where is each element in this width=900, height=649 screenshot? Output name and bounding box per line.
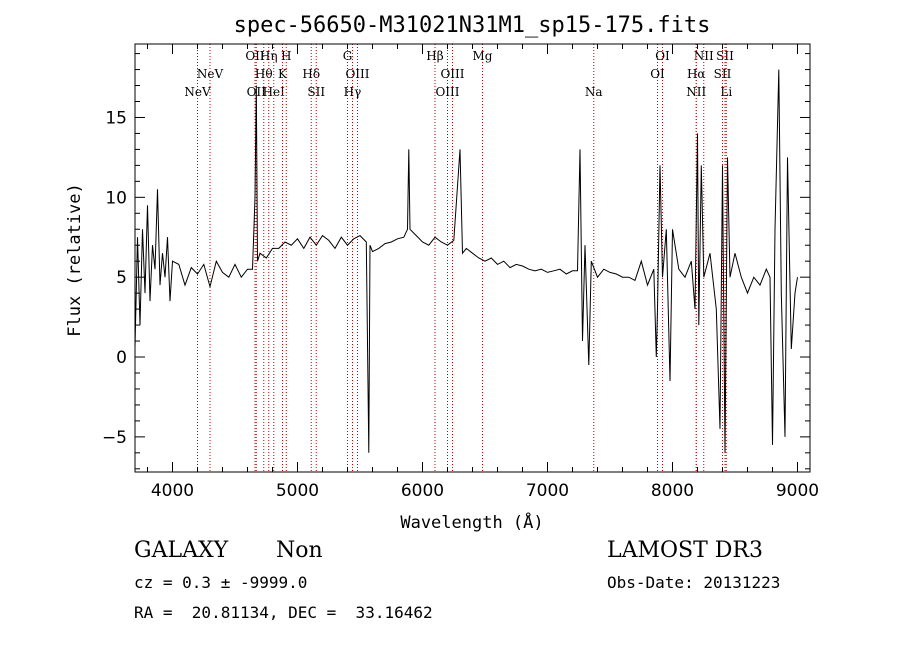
- object-class: GALAXY: [134, 538, 229, 563]
- y-tick-label-2: 5: [116, 268, 127, 288]
- y-tick-label-1: 0: [116, 348, 127, 368]
- x-tick-label-0: 4000: [151, 481, 194, 501]
- obs-date: Obs-Date: 20131223: [607, 573, 781, 592]
- marker-label-1: NeV: [197, 67, 224, 81]
- coordinates-text: RA = 20.81134, DEC = 33.16462: [134, 603, 433, 622]
- redshift-text: cz = 0.3 ± -9999.0: [134, 573, 308, 592]
- marker-label-4: Hη: [260, 49, 278, 63]
- marker-label-21: NII: [694, 49, 714, 63]
- marker-label-20: OI: [650, 67, 665, 81]
- spectrum-series: [134, 69, 798, 453]
- marker-label-15: OIII: [440, 67, 464, 81]
- marker-label-9: Hδ: [302, 67, 320, 81]
- spectrum-line: [134, 69, 798, 453]
- axis-ticks: 4000 5000 6000 7000 8000 9000 −5 0 5 10 15: [102, 44, 819, 501]
- marker-label-6: HeI: [263, 85, 286, 99]
- marker-label-23: NII: [686, 85, 706, 99]
- chart-title: spec-56650-M31021N31M1_sp15-175.fits: [234, 13, 711, 38]
- marker-label-19: OI: [655, 49, 670, 63]
- marker-label-16: OIII: [435, 85, 459, 99]
- marker-label-2: OII: [245, 49, 265, 63]
- marker-label-14: Hβ: [426, 49, 443, 63]
- marker-label-25: SII: [714, 67, 732, 81]
- marker-label-10: SII: [307, 85, 325, 99]
- y-axis-label: Flux (relative): [65, 183, 85, 337]
- object-subclass: Non: [276, 538, 323, 563]
- y-tick-label-3: 10: [105, 188, 127, 208]
- marker-label-24: SII: [716, 49, 734, 63]
- marker-label-13: Hγ: [344, 85, 362, 99]
- marker-label-0: NeV: [184, 85, 211, 99]
- marker-label-7: H: [281, 49, 291, 63]
- marker-label-8: K: [278, 67, 288, 81]
- marker-label-11: G: [343, 49, 353, 63]
- survey-name: LAMOST DR3: [607, 538, 763, 563]
- marker-label-12: OIII: [345, 67, 369, 81]
- marker-label-18: Na: [585, 85, 603, 99]
- x-tick-label-4: 8000: [651, 481, 694, 501]
- x-tick-label-5: 9000: [776, 481, 819, 501]
- x-tick-label-2: 6000: [401, 481, 444, 501]
- x-axis-label: Wavelength (Å): [400, 511, 543, 533]
- x-tick-label-3: 7000: [526, 481, 569, 501]
- marker-label-26: Li: [720, 85, 732, 99]
- marker-label-17: Mg: [473, 49, 493, 63]
- marker-label-5: Hθ: [255, 67, 273, 81]
- y-tick-label-4: 15: [105, 108, 127, 128]
- y-tick-label-0: −5: [102, 428, 127, 448]
- x-tick-label-1: 5000: [276, 481, 319, 501]
